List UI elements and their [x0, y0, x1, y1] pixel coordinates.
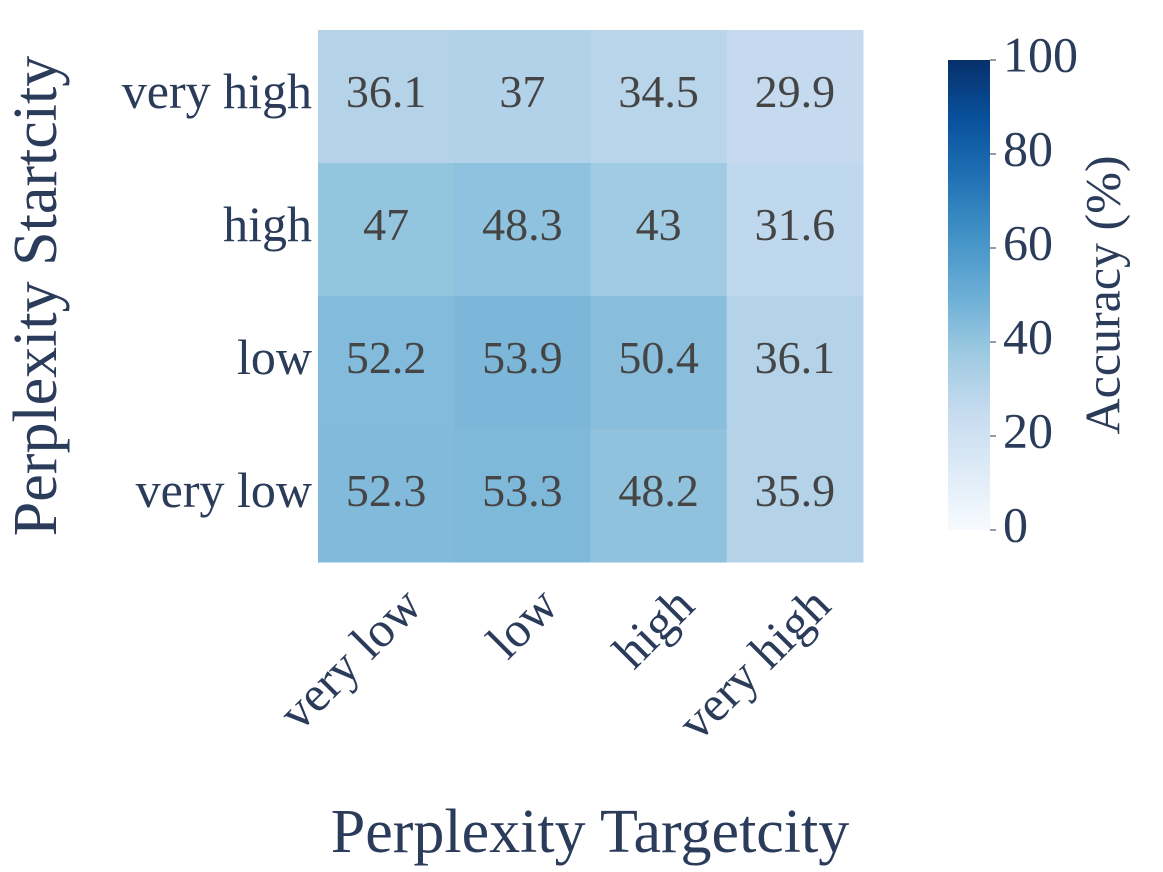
cell-label: 36.1 [755, 332, 836, 383]
y-tick-label: low [237, 329, 312, 385]
cell-label: 52.2 [346, 332, 427, 383]
x-tick-label: very high [667, 576, 841, 750]
heatmap-cell [590, 296, 728, 430]
y-tick-label: very high [122, 63, 312, 119]
heatmap-cell [590, 163, 728, 297]
heatmap-cell [318, 30, 455, 164]
heatmap-cell [454, 30, 591, 164]
colorbar-tick-label: 100 [1003, 26, 1078, 82]
y-axis-label: Perplexity Startcity [2, 56, 70, 536]
colorbar [948, 60, 990, 530]
cell-label: 31.6 [755, 199, 836, 250]
heatmap-cell [454, 163, 591, 297]
cell-label: 43 [636, 199, 682, 250]
cell-label: 48.2 [618, 465, 699, 516]
cell-label: 37 [499, 66, 545, 117]
colorbar-tick-label: 40 [1003, 308, 1053, 364]
x-axis-label: Perplexity Targetcity [331, 798, 850, 866]
heatmap-cell [318, 429, 455, 563]
cell-label: 52.3 [346, 465, 427, 516]
cell-label: 48.3 [482, 199, 563, 250]
heatmap-cell [318, 163, 455, 297]
heatmap-cell [590, 429, 728, 563]
cell-label: 47 [363, 199, 409, 250]
cell-label: 53.3 [482, 465, 563, 516]
heatmap-cell [590, 30, 728, 164]
cell-label: 50.4 [618, 332, 699, 383]
colorbar-label: Accuracy (%) [1074, 156, 1130, 435]
heatmap-cell [726, 163, 864, 297]
colorbar-tick-label: 20 [1003, 402, 1053, 458]
cell-label: 29.9 [755, 66, 836, 117]
cell-label: 34.5 [618, 66, 699, 117]
y-tick-label: high [223, 196, 312, 252]
colorbar-tick-label: 60 [1003, 214, 1053, 270]
colorbar-tick-label: 0 [1003, 496, 1028, 552]
y-tick-label: very low [136, 462, 312, 518]
heatmap-cell [726, 296, 864, 430]
cell-label: 53.9 [482, 332, 563, 383]
heatmap-cell [454, 429, 591, 563]
cell-label: 35.9 [755, 465, 836, 516]
heatmap-cell [726, 30, 864, 164]
heatmap-cell [454, 296, 591, 430]
heatmap-cell [318, 296, 455, 430]
colorbar-tick-label: 80 [1003, 120, 1053, 176]
heatmap-cell [726, 429, 864, 563]
x-tick-label: low [476, 576, 569, 669]
cell-label: 36.1 [346, 66, 427, 117]
x-tick-label: high [602, 576, 704, 678]
x-tick-label: very low [268, 576, 432, 740]
